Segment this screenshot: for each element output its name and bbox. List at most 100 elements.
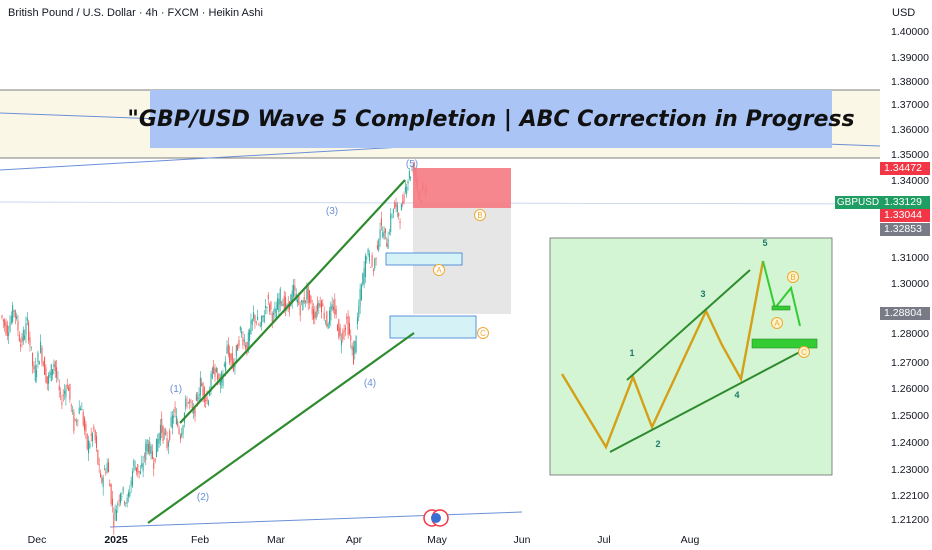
candle bbox=[100, 473, 102, 478]
candle bbox=[391, 215, 393, 217]
x-tick-label: Dec bbox=[28, 534, 47, 546]
candle bbox=[306, 288, 308, 300]
candle bbox=[151, 451, 153, 459]
candle bbox=[314, 312, 316, 319]
candle bbox=[159, 424, 161, 441]
y-tick-label: 1.34000 bbox=[891, 175, 929, 187]
candle bbox=[157, 438, 159, 452]
candle bbox=[246, 341, 248, 354]
candle bbox=[327, 324, 329, 329]
candle bbox=[170, 417, 172, 427]
candle bbox=[285, 297, 287, 310]
candle bbox=[187, 402, 189, 404]
currency-label: USD bbox=[892, 7, 916, 19]
inset-abc-path bbox=[762, 260, 801, 327]
candle bbox=[370, 266, 372, 268]
candle bbox=[343, 329, 345, 333]
candle bbox=[274, 307, 276, 313]
candle bbox=[14, 310, 16, 318]
candle bbox=[12, 305, 14, 322]
candle bbox=[254, 315, 256, 323]
candle bbox=[384, 228, 386, 234]
candle bbox=[338, 319, 340, 338]
candle bbox=[154, 458, 156, 462]
candle bbox=[146, 439, 148, 451]
inset-wave-label: 4 bbox=[734, 390, 739, 400]
candle bbox=[143, 455, 145, 457]
candle bbox=[299, 305, 301, 316]
candle bbox=[402, 201, 404, 205]
candle bbox=[90, 434, 92, 436]
candle bbox=[82, 412, 84, 426]
candle bbox=[231, 353, 233, 366]
candle bbox=[58, 385, 60, 391]
inset-abc-label: C bbox=[801, 348, 807, 357]
candle bbox=[378, 239, 380, 251]
y-tick-label: 1.22100 bbox=[891, 490, 929, 502]
flag-icon bbox=[431, 513, 441, 523]
x-tick-label: Jul bbox=[597, 534, 610, 546]
candle bbox=[283, 295, 285, 312]
candle bbox=[33, 365, 35, 370]
candle bbox=[80, 408, 82, 411]
candle bbox=[18, 334, 20, 342]
candle bbox=[279, 288, 281, 305]
candle bbox=[194, 407, 196, 417]
candle bbox=[211, 368, 213, 379]
candle bbox=[165, 429, 167, 435]
candle bbox=[356, 317, 358, 325]
candle bbox=[303, 297, 305, 303]
candle bbox=[178, 427, 180, 434]
candle bbox=[311, 306, 313, 315]
candle bbox=[374, 258, 376, 269]
candle bbox=[42, 362, 44, 365]
candle bbox=[238, 340, 240, 346]
candle bbox=[400, 204, 402, 211]
trend-line-mid bbox=[0, 145, 421, 171]
candle bbox=[261, 315, 263, 326]
price-axis-label: 1.34472 bbox=[880, 162, 930, 175]
candle bbox=[267, 294, 269, 300]
candle bbox=[138, 471, 140, 472]
inset-channel-upper bbox=[626, 269, 751, 381]
candle bbox=[133, 460, 135, 467]
abc-circle bbox=[433, 264, 445, 276]
candle bbox=[251, 318, 253, 325]
candle bbox=[395, 202, 397, 207]
candle bbox=[72, 410, 74, 412]
candle bbox=[130, 480, 132, 486]
candle bbox=[249, 330, 251, 341]
candle bbox=[131, 471, 133, 487]
candle bbox=[9, 322, 11, 332]
candle bbox=[366, 257, 368, 260]
candle bbox=[339, 327, 341, 336]
candle bbox=[114, 509, 116, 514]
candle bbox=[162, 426, 164, 442]
candle bbox=[8, 332, 10, 336]
inset-abc-circle bbox=[771, 317, 783, 329]
candle bbox=[22, 329, 24, 342]
candle bbox=[5, 322, 7, 334]
candle bbox=[269, 304, 271, 312]
candle bbox=[392, 208, 394, 214]
candle bbox=[153, 463, 155, 469]
candle bbox=[173, 415, 175, 418]
candle bbox=[98, 463, 100, 466]
candle bbox=[340, 340, 342, 346]
candle bbox=[125, 503, 127, 504]
candle bbox=[380, 218, 382, 226]
candle bbox=[169, 430, 171, 440]
candle bbox=[81, 409, 83, 411]
candle bbox=[10, 316, 12, 323]
x-tick-label: May bbox=[427, 534, 448, 546]
candle bbox=[26, 317, 28, 321]
y-tick-label: 1.40000 bbox=[891, 26, 929, 38]
candle bbox=[17, 320, 19, 331]
candle bbox=[147, 443, 149, 453]
candle bbox=[235, 345, 237, 357]
candle bbox=[262, 315, 264, 318]
candle bbox=[336, 324, 338, 331]
candle bbox=[155, 438, 157, 458]
candle bbox=[1, 315, 3, 318]
